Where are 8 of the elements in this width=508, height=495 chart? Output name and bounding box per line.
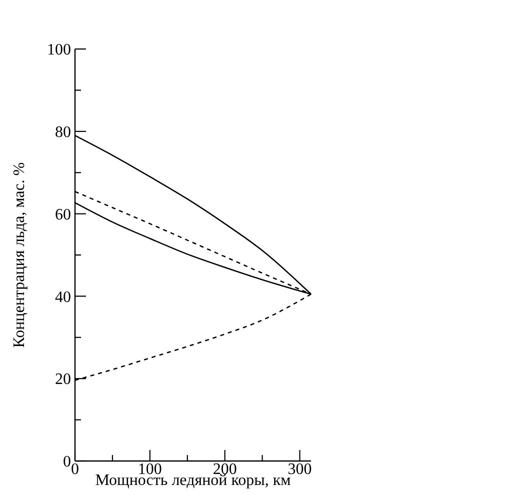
y-tick-label: 100: [47, 42, 71, 59]
y-tick-label: 60: [55, 206, 71, 224]
y-tick-label: 20: [55, 371, 71, 388]
y-tick-label: 80: [55, 124, 71, 141]
y-tick-label: 40: [55, 288, 71, 306]
x-tick-label: 300: [288, 461, 312, 478]
y-axis-title: Концентрация льда, мас. %: [11, 162, 28, 348]
x-tick-label: 100: [138, 461, 162, 478]
